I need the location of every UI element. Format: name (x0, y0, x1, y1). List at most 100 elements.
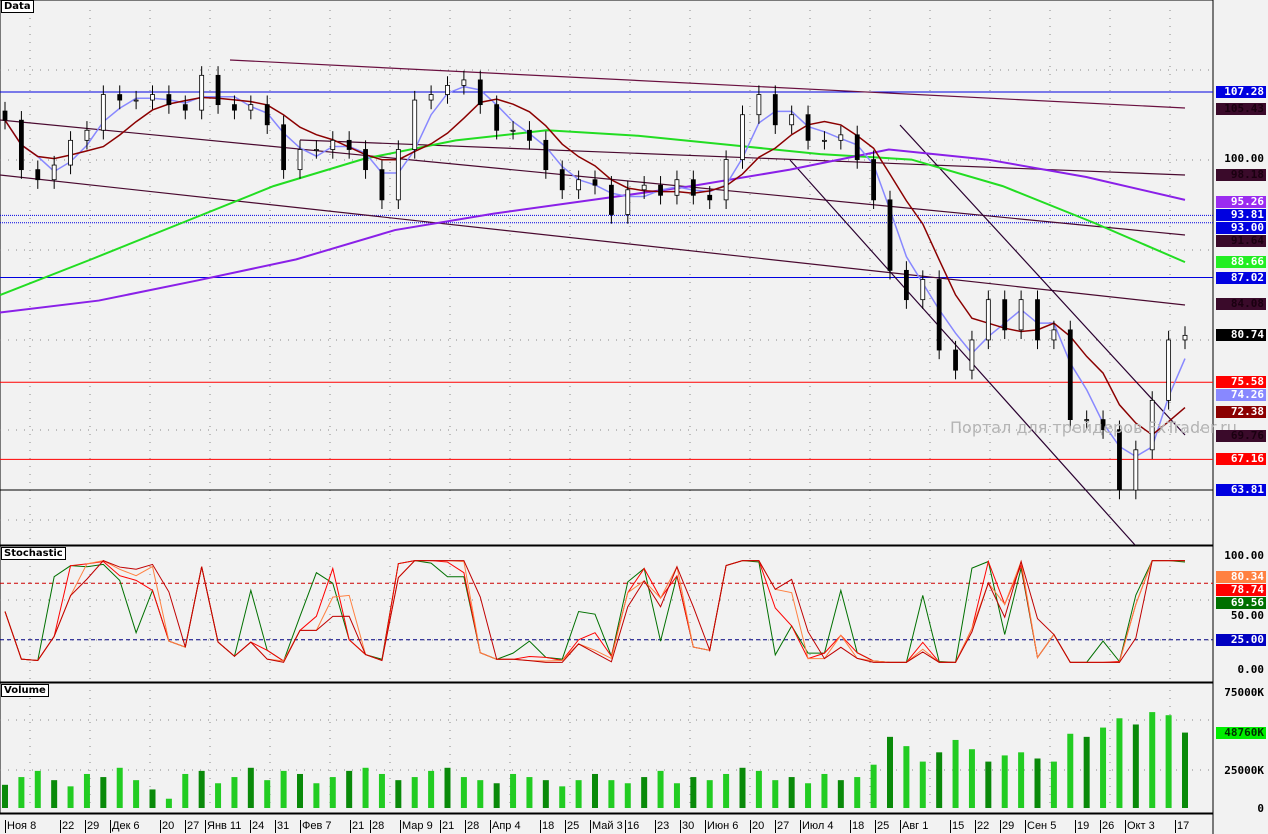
stochastic-tag: 25.00 (1216, 633, 1266, 646)
candle-body (690, 179, 696, 196)
candle-body (150, 94, 155, 101)
volume-bar (149, 789, 156, 808)
ma-green-line (0, 129, 1186, 297)
trendline (0, 174, 1186, 306)
x-axis-label: 27 (775, 820, 790, 833)
x-axis-label: 15 (950, 820, 965, 833)
candle-body (363, 149, 368, 171)
volume-bar (788, 777, 795, 808)
candle-body (84, 129, 90, 141)
volume-bar (755, 770, 762, 808)
x-axis-label: 18 (540, 820, 555, 833)
x-axis-label: Авг 1 (900, 820, 929, 833)
candle-body (903, 269, 909, 301)
x-axis-label: 29 (85, 820, 100, 833)
volume-panel (0, 682, 1214, 814)
volume-bar (1116, 718, 1123, 808)
x-axis-label: 30 (680, 820, 695, 833)
candle-body (789, 114, 795, 126)
volume-bar (952, 739, 959, 808)
volume-bar (362, 767, 369, 808)
candle-body (1166, 339, 1172, 401)
volume-bar (231, 777, 238, 808)
price-tag: 67.16 (1216, 453, 1266, 466)
volume-bar (247, 767, 254, 808)
volume-bar (215, 783, 222, 808)
price-tag: 80.74 (1216, 329, 1266, 341)
candle-body (379, 169, 385, 201)
x-axis-label: 21 (440, 820, 455, 833)
volume-bar (608, 780, 615, 808)
candle-body (1149, 399, 1155, 451)
price-tag: 93.00 (1216, 222, 1266, 235)
volume-bar (51, 780, 58, 808)
volume-bar (346, 770, 353, 808)
volume-bar (460, 777, 467, 808)
candle-body (346, 139, 352, 150)
candle-body (117, 94, 123, 101)
volume-bar (83, 773, 90, 808)
trendline (789, 159, 1136, 546)
candle-body (1018, 299, 1024, 331)
price-tag: 88.66 (1216, 256, 1266, 269)
candle-body (838, 134, 844, 141)
stochastic-tag: 78.74 (1216, 584, 1266, 597)
price-tag: 84.08 (1216, 298, 1266, 311)
trendline (0, 119, 1186, 236)
volume-bar (297, 773, 303, 808)
x-axis-label: 23 (655, 820, 670, 833)
x-axis-label: 29 (1000, 820, 1015, 833)
x-axis-label: 25 (875, 820, 890, 833)
volume-bar (870, 764, 877, 808)
trendline (899, 124, 1186, 436)
x-axis-label: 21 (350, 820, 365, 833)
volume-bar (67, 786, 74, 808)
x-axis-label: 26 (1100, 820, 1115, 833)
volume-bar (1182, 732, 1188, 808)
volume-bar (1132, 724, 1139, 808)
volume-bar (329, 777, 336, 808)
candle-body (1067, 329, 1073, 421)
candle-body (1117, 429, 1122, 491)
x-axis-label: 22 (975, 820, 990, 833)
price-tag: 107.28 (1216, 86, 1266, 98)
volume-bar (887, 736, 893, 808)
candle-body (182, 104, 188, 111)
volume-bar (1100, 727, 1107, 808)
candle-body (68, 139, 73, 166)
candle-body (674, 179, 680, 196)
volume-axis-tick: 25000K (1224, 764, 1264, 777)
candle-body (658, 184, 663, 196)
price-tag: 69.76 (1216, 429, 1266, 442)
volume-bar (624, 783, 631, 808)
candle-body (576, 179, 582, 191)
candle-body (608, 184, 614, 215)
x-axis-label: Июл 4 (800, 820, 834, 833)
volume-bar (1050, 761, 1057, 808)
volume-bar (510, 773, 517, 808)
candle-body (1133, 449, 1139, 491)
volume-bar (411, 777, 418, 808)
volume-bar (133, 780, 140, 808)
volume-bar (165, 798, 172, 808)
x-axis-label: 22 (60, 820, 75, 833)
volume-bar (821, 773, 828, 808)
x-axis-label: 17 (1175, 820, 1190, 833)
volume-bar (1034, 758, 1041, 808)
price-tag: 91.64 (1216, 235, 1266, 248)
candle-body (1035, 299, 1040, 341)
candle-body (1051, 329, 1057, 341)
volume-bar (1001, 755, 1008, 808)
volume-bar (395, 780, 402, 808)
volume-bar (854, 777, 861, 808)
candle-body (51, 164, 57, 181)
volume-bar (559, 786, 566, 808)
stochastic-tag: 69.56 (1216, 597, 1266, 610)
candle-body (969, 339, 975, 371)
volume-bar (723, 773, 730, 808)
candle-body (215, 74, 221, 106)
candle-body (854, 134, 860, 160)
volume-bar (1067, 733, 1074, 808)
price-tag: 75.58 (1216, 376, 1266, 389)
candle-body (297, 149, 303, 171)
